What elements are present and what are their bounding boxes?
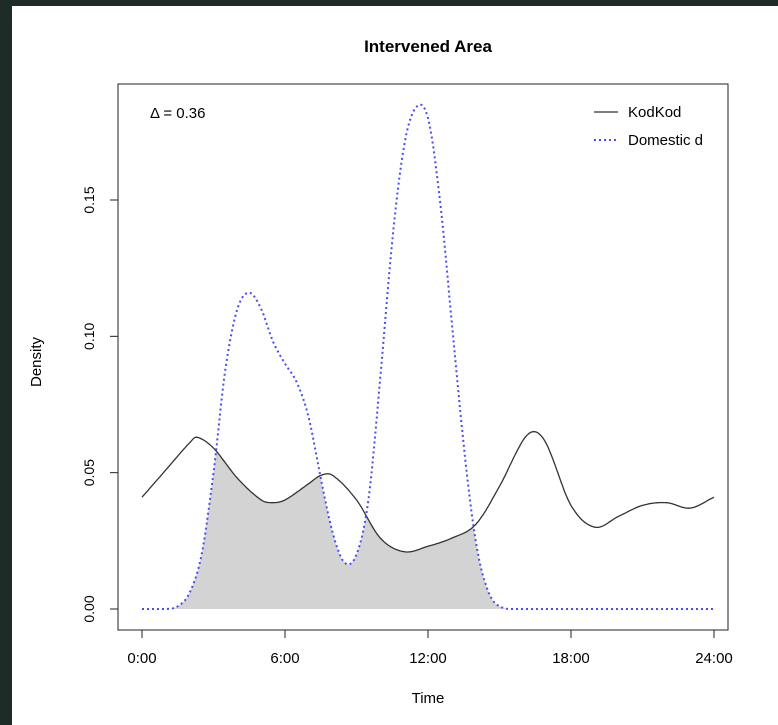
x-tick-label: 12:00 (409, 650, 447, 667)
x-axis-label: Time (412, 690, 445, 707)
series-line-kodkod (141, 430, 715, 553)
delta-annotation: Δ = 0.36 (150, 105, 205, 122)
x-tick-label: 6:00 (270, 650, 299, 667)
x-tick-label: 24:00 (695, 650, 733, 667)
y-tick-label: 0.05 (81, 459, 97, 486)
y-tick-label: 0.00 (81, 595, 97, 622)
legend-label: KodKod (628, 104, 681, 121)
series-line-domestic-d (142, 103, 714, 610)
y-tick-label: 0.15 (81, 186, 97, 213)
chart-title: Intervened Area (364, 37, 492, 56)
x-tick-label: 0:00 (127, 650, 156, 667)
chart-panel: Intervened Area Time Density Δ = 0.36 0:… (12, 6, 778, 725)
x-tick-label: 18:00 (552, 650, 590, 667)
y-axis-label: Density (28, 336, 45, 387)
y-tick-label: 0.10 (81, 322, 97, 349)
legend-label: Domestic d (628, 132, 703, 149)
plot-frame (117, 83, 729, 631)
density-chart: Intervened Area Time Density Δ = 0.36 0:… (28, 37, 733, 707)
overlap-area (142, 452, 714, 609)
